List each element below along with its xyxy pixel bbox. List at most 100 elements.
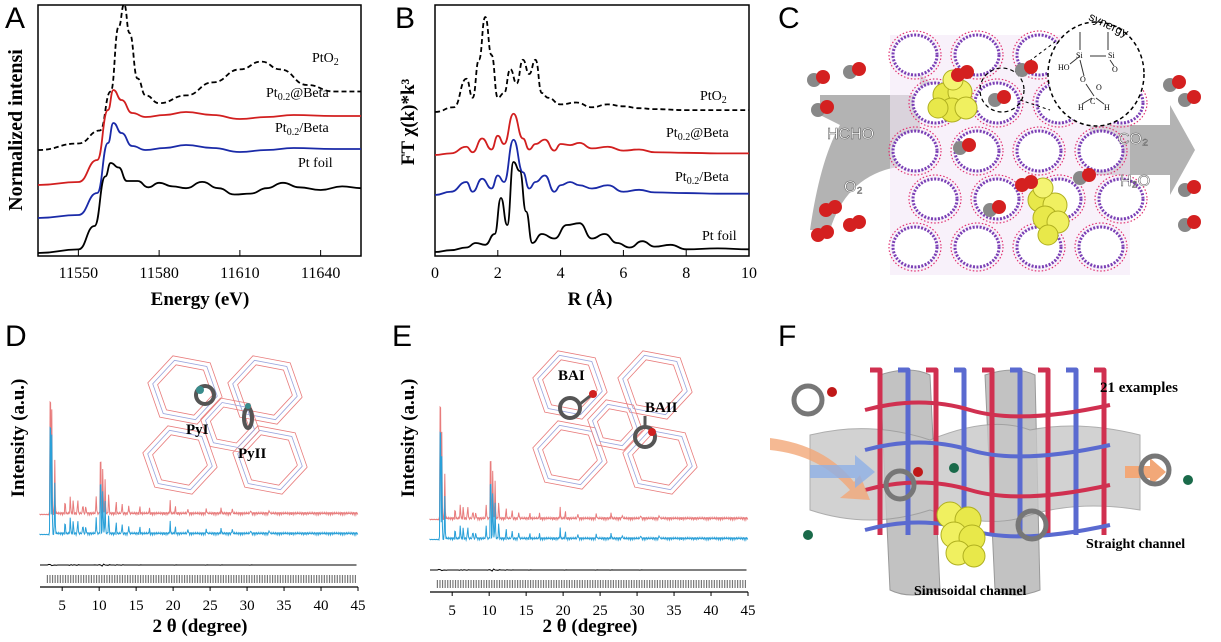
x-tick-label: 6: [619, 265, 627, 282]
chart-e-pattern: 5 10 15 20 25 30 35 40 45: [429, 405, 756, 619]
mol-label-h-1: H: [1078, 103, 1084, 112]
molecule-atom: [992, 200, 1006, 214]
x-tick-label: 15: [519, 603, 534, 619]
x-tick-label: 5: [448, 603, 456, 619]
gas-molecules: [807, 60, 1201, 242]
panel-label-e: E: [392, 320, 413, 353]
scheme-f: 21 examples Straight channel Sinusoidal …: [770, 367, 1193, 599]
mol-label-si-2: Si: [1108, 51, 1115, 60]
framework-ring: [627, 359, 683, 411]
benzene-ring: [883, 468, 917, 502]
framework-ring: [1012, 222, 1066, 272]
pyii-label: PyII: [238, 446, 267, 462]
chart-b-legend-pto2: PtO2: [700, 89, 727, 106]
chart-b-series: [434, 16, 750, 253]
obs-pattern: [39, 426, 359, 537]
mol-label-c: C: [1090, 97, 1095, 106]
molecule-atom: [1187, 90, 1201, 104]
chart-b-legend-pt-beta: Pt0.2/Beta: [675, 170, 730, 187]
obs-pattern: [429, 431, 749, 542]
chart-d-xlabel: 2 θ (degree): [152, 616, 247, 637]
chart-d-ylabel: Intensity (a.u.): [8, 379, 29, 498]
panel-label-c: C: [778, 2, 800, 35]
x-tick-label: 8: [682, 265, 690, 282]
scheme-c: synergy HO Si Si O O O C H H HCHO O₂ CO₂…: [807, 10, 1201, 275]
framework-ring: [950, 222, 1004, 272]
framework-rod: [1038, 367, 1051, 535]
sinusoidal-channel-label: Sinusoidal channel: [914, 584, 1027, 599]
molecule-atom: [820, 225, 834, 239]
chart-a-xticks: 11550 11580 11610 11640: [59, 250, 340, 282]
chart-b-frame: [434, 4, 750, 257]
framework-rod: [864, 440, 1111, 459]
series-line-pt0-2-beta: [37, 122, 361, 219]
hetero-atom: [803, 530, 813, 540]
framework-ring: [908, 174, 962, 224]
mol-label-o-3: O: [1112, 65, 1118, 74]
framework-ring: [596, 408, 633, 442]
framework-pore: [911, 177, 959, 221]
framework-rod: [898, 367, 911, 535]
framework-ring: [888, 222, 942, 272]
channel-framework: [864, 367, 1111, 539]
framework-ring: [242, 434, 298, 486]
framework-pore: [953, 225, 1001, 269]
co2-label: CO₂: [1118, 131, 1148, 148]
x-tick-label: 45: [741, 603, 756, 619]
mol-label-o-1: O: [1080, 75, 1086, 84]
chart-b-xlabel: R (Å): [568, 289, 613, 310]
x-tick-label: 5: [58, 598, 66, 614]
x-tick-label: 15: [129, 598, 144, 614]
molecule-atom: [1187, 180, 1201, 194]
mol-label-si-1: Si: [1076, 51, 1083, 60]
entry-arrow-blue: [810, 455, 875, 488]
chart-a-legend-pt-foil: Pt foil: [298, 156, 333, 171]
benzene-ring: [1015, 508, 1049, 542]
framework-ring: [152, 359, 218, 421]
molecule-atom: [962, 138, 976, 152]
molecule-atom: [1187, 215, 1201, 229]
framework-ring: [232, 425, 308, 495]
framework-ring: [970, 174, 1024, 224]
synergy-zoom-bubble: [1047, 21, 1145, 127]
framework-ring: [617, 350, 693, 420]
series-line-pt0-2-beta: [434, 112, 749, 156]
molecule-atom: [852, 62, 866, 76]
framework-ring: [587, 399, 643, 451]
chart-b-legend-pt-at-beta: Pt0.2@Beta: [666, 126, 730, 143]
framework-rod: [1010, 367, 1023, 535]
x-tick-label: 0: [431, 265, 439, 282]
chart-d-pattern: 5 10 15 20 25 30 35 40 45: [39, 400, 366, 614]
molecule-atom: [997, 90, 1011, 104]
framework-ring: [237, 364, 293, 416]
hcho-label: HCHO: [827, 126, 874, 143]
chart-a-xlabel: Energy (eV): [151, 289, 250, 310]
pyi-molecule: [194, 384, 216, 406]
h2o-label: H₂O: [1120, 173, 1150, 190]
chart-b-ylabel: FT χ(k)*k³: [398, 78, 419, 165]
baii-molecule: [633, 416, 657, 449]
molecule-atom: [1082, 168, 1096, 182]
framework-ring: [232, 359, 298, 421]
chart-b: FT χ(k)*k³ 0 2 4 6 8 10 PtO2 Pt0.2@Beta Pt0.2…: [398, 4, 757, 310]
molecule-atom: [816, 70, 830, 84]
framework-ring: [592, 403, 638, 447]
framework-ring: [532, 350, 608, 420]
mol-label-h-2: H: [1104, 103, 1110, 112]
synergy-zoom-origin: [979, 67, 1025, 113]
series-line-pto2: [37, 3, 361, 151]
framework-rod: [1066, 367, 1079, 535]
pyii-molecule: [242, 403, 254, 430]
exit-arrow: [1125, 458, 1166, 486]
pt-cluster-bottom: [1027, 177, 1070, 246]
framework-ring: [950, 126, 1004, 176]
framework-rod: [982, 367, 995, 535]
framework-pore: [953, 33, 1001, 77]
framework-pore: [1077, 225, 1125, 269]
chart-e: Intensity (a.u.) 5 10 15 20 25 30 35 40 45 BAI B…: [398, 350, 756, 637]
hetero-atom: [827, 387, 837, 397]
framework-pore: [1015, 129, 1063, 173]
examples-label: 21 examples: [1100, 380, 1178, 396]
x-tick-label: 10: [92, 598, 107, 614]
chart-a-frame: [37, 4, 362, 257]
